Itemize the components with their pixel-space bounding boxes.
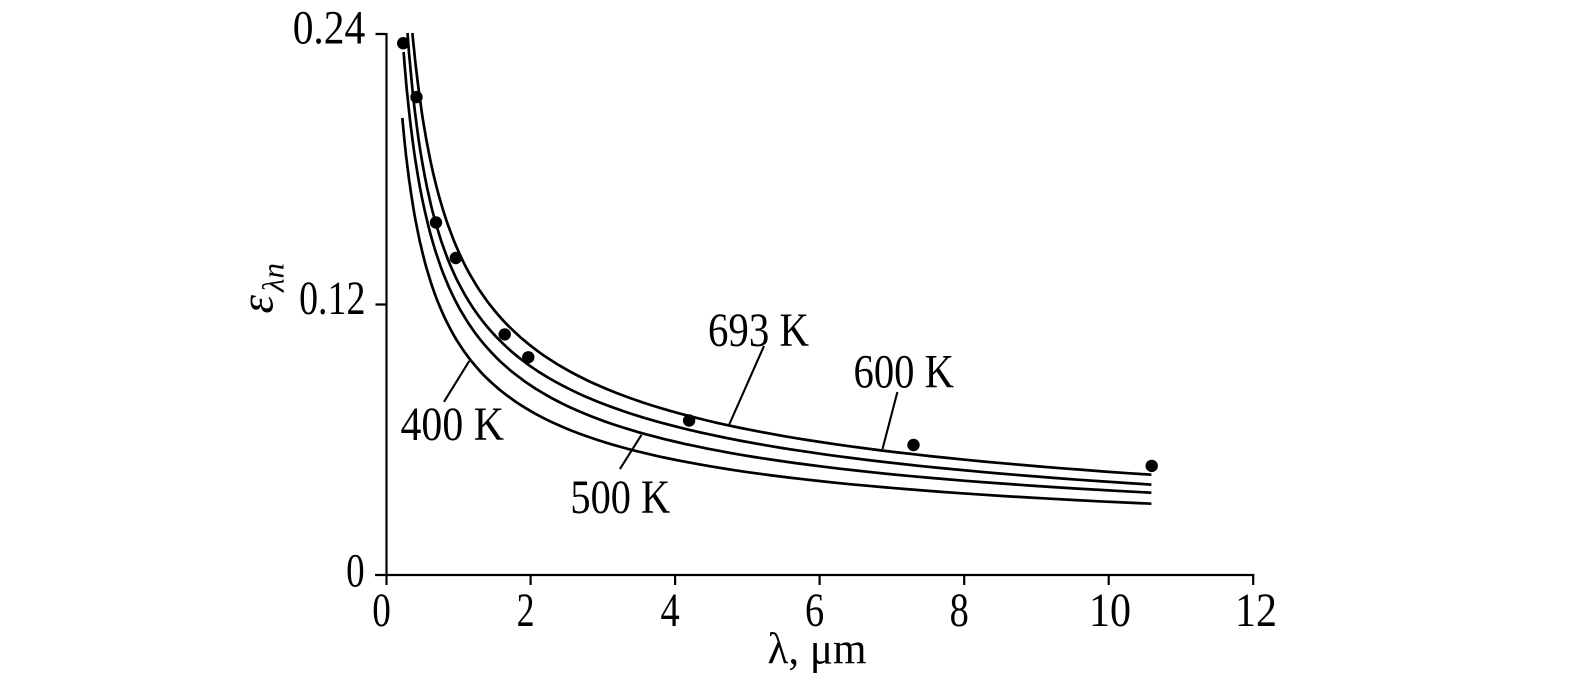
- svg-text:0: 0: [372, 584, 391, 637]
- svg-text:6: 6: [805, 584, 824, 637]
- svg-text:500 K: 500 K: [570, 471, 670, 524]
- svg-text:4: 4: [661, 584, 680, 637]
- svg-text:0.24: 0.24: [293, 2, 366, 55]
- svg-text:12: 12: [1235, 584, 1277, 637]
- svg-text:2: 2: [517, 584, 535, 637]
- svg-text:λ, μm: λ, μm: [768, 625, 867, 674]
- svg-text:0: 0: [346, 545, 365, 598]
- svg-text:10: 10: [1089, 584, 1131, 637]
- svg-text:8: 8: [950, 584, 969, 637]
- svg-text:693 K: 693 K: [708, 304, 809, 357]
- svg-text:600 K: 600 K: [854, 346, 955, 399]
- svg-text:0.12: 0.12: [299, 272, 365, 325]
- svg-text:400 K: 400 K: [401, 398, 505, 451]
